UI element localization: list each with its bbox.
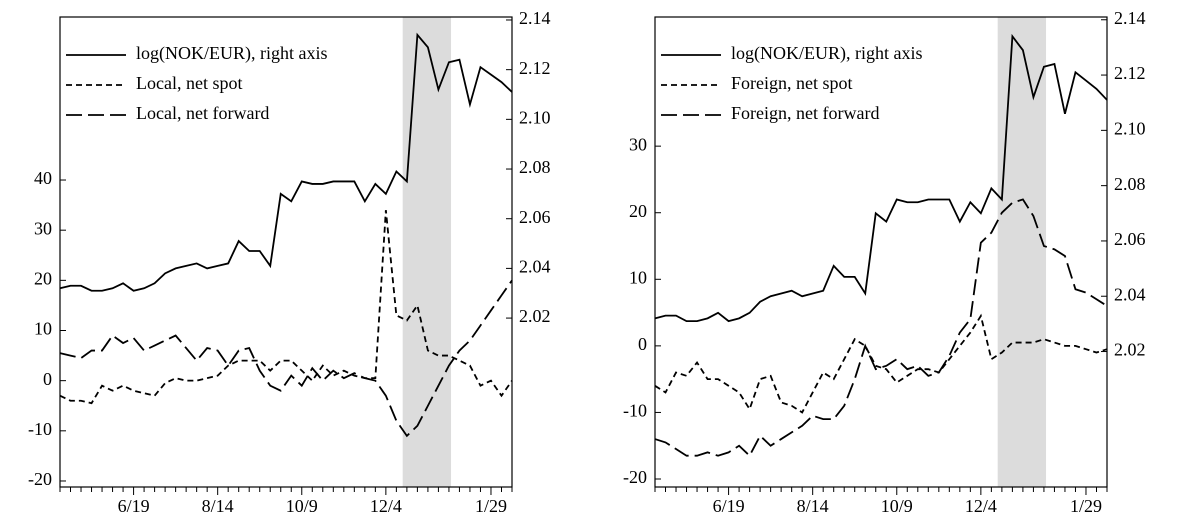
y2-tick-label: 2.14 xyxy=(519,8,551,28)
series-line xyxy=(59,32,513,292)
series-line xyxy=(59,279,513,438)
legend-label: log(NOK/EUR), right axis xyxy=(136,43,327,64)
y-tick-label: 0 xyxy=(638,334,647,354)
y2-tick-label: 2.06 xyxy=(519,207,551,227)
y-tick-label: 0 xyxy=(43,369,52,389)
x-tick-label: 10/9 xyxy=(881,496,913,516)
series-line xyxy=(59,210,513,405)
y2-tick-label: 2.08 xyxy=(519,157,551,177)
series-line xyxy=(654,313,1108,414)
y2-tick-label: 2.02 xyxy=(519,306,551,326)
highlight-band xyxy=(402,17,452,487)
y2-tick-label: 2.04 xyxy=(1114,284,1146,304)
plot-frame xyxy=(654,16,1108,488)
legend-label: Local, net forward xyxy=(136,103,269,123)
y2-tick-label: 2.06 xyxy=(1114,229,1146,249)
y2-tick-label: 2.10 xyxy=(519,107,551,127)
x-tick-label: 1/29 xyxy=(475,496,507,516)
x-tick-label: 12/4 xyxy=(370,496,402,516)
y-tick-label: 10 xyxy=(34,319,52,339)
y-tick-label: -10 xyxy=(623,401,647,421)
x-tick-label: 6/19 xyxy=(713,496,745,516)
legend-label: Local, net spot xyxy=(136,73,242,93)
legend-label: Foreign, net spot xyxy=(731,73,853,93)
y2-tick-label: 2.14 xyxy=(1114,8,1146,28)
legend-label: Foreign, net forward xyxy=(731,103,879,123)
y2-tick-label: 2.04 xyxy=(519,257,551,277)
x-tick-label: 8/14 xyxy=(202,496,234,516)
y2-tick-label: 2.08 xyxy=(1114,174,1146,194)
y-tick-label: -20 xyxy=(623,467,647,487)
series-line xyxy=(654,198,1108,458)
y2-tick-label: 2.02 xyxy=(1114,340,1146,360)
y-tick-label: 40 xyxy=(34,168,52,188)
y-tick-label: 20 xyxy=(34,268,52,288)
x-tick-label: 10/9 xyxy=(286,496,318,516)
x-tick-label: 12/4 xyxy=(965,496,997,516)
x-tick-label: 8/14 xyxy=(797,496,829,516)
y2-tick-label: 2.10 xyxy=(1114,118,1146,138)
y-tick-label: 30 xyxy=(629,134,647,154)
x-tick-label: 6/19 xyxy=(118,496,150,516)
y-tick-label: -20 xyxy=(28,469,52,489)
y2-tick-label: 2.12 xyxy=(1114,63,1146,83)
y2-tick-label: 2.12 xyxy=(519,58,551,78)
y-tick-label: 30 xyxy=(34,218,52,238)
y-tick-label: -10 xyxy=(28,419,52,439)
series-line xyxy=(654,33,1108,323)
y-tick-label: 10 xyxy=(629,267,647,287)
y-tick-label: 20 xyxy=(629,201,647,221)
plot-frame xyxy=(59,16,513,488)
highlight-band xyxy=(997,17,1047,487)
x-tick-label: 1/29 xyxy=(1070,496,1102,516)
legend-label: log(NOK/EUR), right axis xyxy=(731,43,922,64)
